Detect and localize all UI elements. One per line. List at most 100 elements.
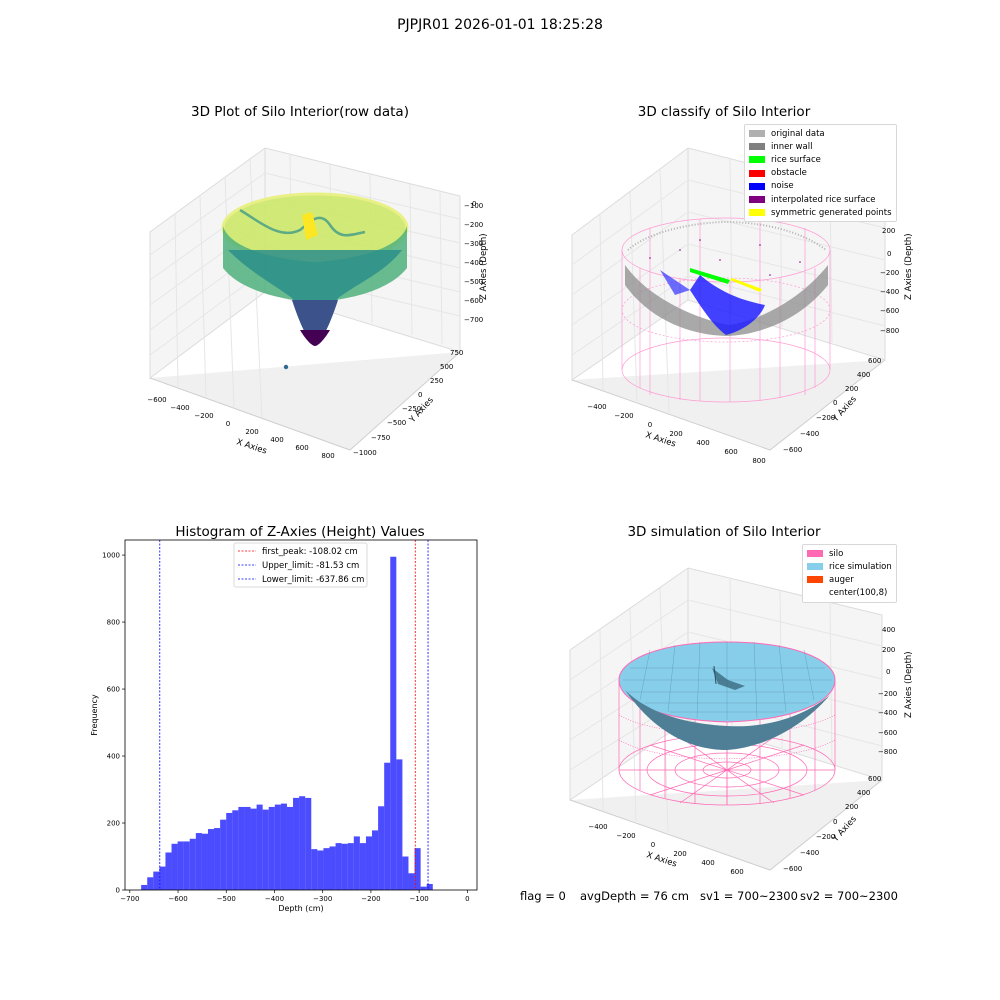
status-flag: flag = 0 — [520, 889, 566, 903]
histogram-bar — [195, 833, 202, 890]
histogram-bar — [402, 856, 409, 890]
legend-item: symmetric generated points — [749, 206, 892, 219]
simulation-3d-plot: −400 −200 0 200 400 600 X Axies −600 −40… — [569, 567, 914, 876]
simulation-xtick: 0 — [651, 841, 655, 849]
raw-ytick: −750 — [371, 434, 390, 442]
raw-xtick: 400 — [270, 436, 283, 444]
classify-y-ticks: −600 −400 −200 0 200 400 600 — [783, 357, 881, 454]
histogram-ytick-label: 1000 — [102, 552, 120, 560]
raw-ztick: −600 — [464, 297, 483, 305]
legend-swatch — [749, 156, 765, 164]
histogram-bar — [159, 866, 166, 890]
histogram-bar — [414, 848, 421, 890]
histogram-bar — [220, 819, 227, 890]
classify-x-ticks: −400 −200 0 200 400 600 800 — [587, 403, 765, 465]
classify-xtick: −400 — [587, 403, 606, 411]
simulation-rice-surface — [618, 641, 836, 750]
raw-xtick: 200 — [245, 428, 258, 436]
legend-swatch — [749, 209, 765, 217]
histogram-bar — [372, 830, 379, 890]
legend-swatch — [749, 169, 765, 177]
status-sv2: sv2 = 700~2300 — [800, 889, 898, 903]
simulation-ytick: −600 — [783, 865, 802, 873]
classify-ztick: 200 — [882, 227, 895, 235]
histogram-title: Histogram of Z-Axies (Height) Values — [175, 524, 425, 540]
legend-first-peak: first_peak: -108.02 cm — [262, 547, 358, 557]
legend-swatch — [749, 182, 765, 190]
histogram-bar — [268, 806, 275, 890]
histogram-y-label: Frequency — [90, 694, 99, 736]
raw-y-ticks: −1000 −750 −500 −250 0 250 500 750 — [353, 349, 463, 457]
histogram-xtick-label: −100 — [410, 895, 429, 903]
histogram-bars — [141, 556, 433, 890]
raw-ztick: −500 — [464, 278, 483, 286]
histogram-bar — [323, 848, 330, 890]
classify-xtick: 200 — [669, 430, 682, 438]
histogram-bar — [201, 833, 208, 890]
raw-plot-title: 3D Plot of Silo Interior(row data) — [191, 104, 409, 120]
classify-z-ticks: −800 −600 −400 −200 0 200 — [880, 227, 899, 335]
legend-item: rice simulation — [807, 560, 892, 573]
simulation-ztick: −600 — [878, 729, 897, 737]
histogram-bar — [207, 829, 215, 890]
legend-swatch — [749, 143, 765, 151]
raw-ytick: 0 — [418, 391, 422, 399]
histogram-bar — [280, 803, 287, 890]
raw-ztick: 0 — [472, 200, 476, 208]
histogram-bar — [250, 808, 257, 890]
histogram-bar — [299, 796, 306, 890]
classify-xtick: 0 — [648, 421, 652, 429]
legend-item: inner wall — [749, 140, 892, 153]
simulation-xtick: −200 — [616, 832, 635, 840]
simulation-ytick: 400 — [857, 789, 870, 797]
classify-ytick: 400 — [857, 371, 870, 379]
histogram-chart: −700 −600 −500 −400 −300 −200 −100 0 0 200 400 600… — [90, 539, 478, 913]
raw-x-label: X Axies — [235, 437, 268, 456]
histogram-bar — [305, 797, 312, 890]
histogram-bar — [293, 797, 300, 890]
simulation-ztick: −400 — [878, 709, 897, 717]
classify-ytick: 200 — [845, 385, 858, 393]
simulation-ytick: 0 — [833, 818, 837, 826]
histogram-bar — [353, 836, 360, 890]
histogram-xtick-label: −600 — [168, 895, 187, 903]
histogram-xtick-label: −700 — [120, 895, 139, 903]
raw-3d-plot: −600 −400 −200 0 200 400 600 800 X Axies… — [147, 147, 489, 460]
histogram-bar — [317, 850, 324, 890]
histogram-xtick-label: −300 — [313, 895, 332, 903]
classify-ztick: −400 — [880, 288, 899, 296]
simulation-ytick: −200 — [816, 833, 835, 841]
histogram-bar — [147, 877, 154, 890]
legend-swatch — [749, 130, 765, 138]
histogram-bar — [396, 759, 403, 890]
raw-ytick: 250 — [430, 377, 443, 385]
raw-xtick: 600 — [295, 444, 308, 452]
histogram-bar — [232, 810, 239, 890]
raw-ytick: −500 — [387, 419, 406, 427]
classify-3d-plot: −400 −200 0 200 400 600 800 X Axies −600… — [571, 147, 914, 465]
histogram-bar — [214, 828, 221, 890]
histogram-bar — [329, 846, 336, 890]
histogram-bar — [256, 804, 263, 890]
histogram-frame — [124, 539, 478, 891]
classify-xtick: −200 — [614, 412, 633, 420]
legend-swatch — [749, 196, 765, 204]
classify-xtick: 400 — [696, 439, 709, 447]
legend-swatch — [807, 589, 823, 597]
raw-x-ticks: −600 −400 −200 0 200 400 600 800 — [147, 396, 334, 460]
classify-z-label: Z Axies (Depth) — [904, 233, 914, 300]
classify-ytick: 0 — [833, 399, 837, 407]
raw-ytick: 500 — [440, 363, 453, 371]
classify-ztick: −800 — [880, 327, 899, 335]
raw-ytick: −250 — [402, 405, 421, 413]
histogram-ytick-label: 600 — [107, 686, 120, 694]
histogram-bar — [286, 806, 294, 890]
histogram-bar — [335, 843, 342, 890]
simulation-ytick: 200 — [845, 803, 858, 811]
histogram-bar — [165, 852, 172, 890]
legend-swatch — [807, 550, 823, 558]
histogram-bar — [262, 809, 269, 890]
figure-title: PJPJR01 2026-01-01 18:25:28 — [397, 17, 603, 33]
classify-points — [625, 220, 828, 336]
simulation-ytick: 600 — [868, 775, 881, 783]
